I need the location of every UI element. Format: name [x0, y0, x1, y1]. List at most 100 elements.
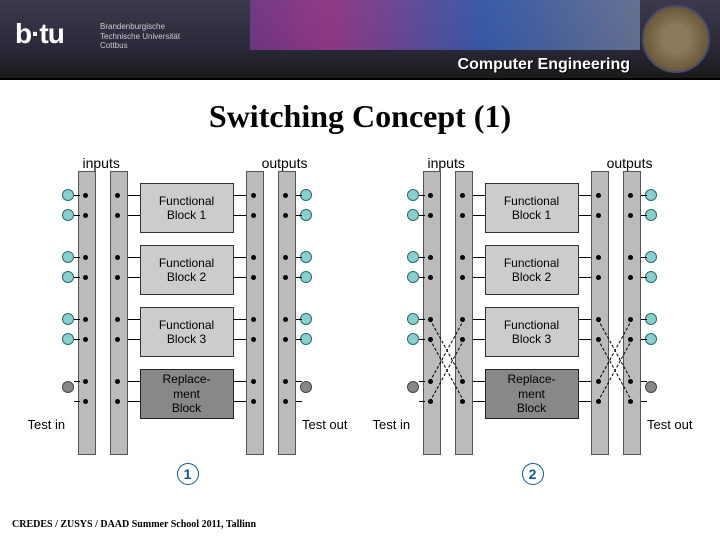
diagram-2: inputs outputs Test in Test out Function…: [373, 155, 693, 485]
label-test-out: Test out: [302, 417, 348, 432]
block-fn1: Functional Block 1: [485, 183, 579, 233]
wire: [74, 195, 80, 196]
logo: b·tu: [15, 18, 64, 50]
input-dot: [62, 271, 74, 283]
diagram-badge-1: 1: [177, 463, 199, 485]
wire: [473, 257, 485, 258]
wire: [74, 381, 80, 382]
block-fn2: Functional Block 2: [485, 245, 579, 295]
wire: [296, 257, 302, 258]
wire: [234, 277, 246, 278]
bus-conn-dot: [428, 193, 433, 198]
bus-conn-dot: [251, 317, 256, 322]
wire: [473, 381, 485, 382]
wire: [641, 339, 647, 340]
bus-conn-dot: [115, 275, 120, 280]
input-dot: [407, 313, 419, 325]
bus-conn-dot: [460, 255, 465, 260]
bus-conn-dot: [283, 337, 288, 342]
wire: [74, 319, 80, 320]
wire: [419, 319, 425, 320]
wire: [128, 401, 140, 402]
input-dot: [62, 251, 74, 263]
wire: [579, 339, 591, 340]
wire: [419, 257, 425, 258]
input-dot: [62, 189, 74, 201]
wire: [234, 319, 246, 320]
bus-conn-dot: [83, 275, 88, 280]
wire: [473, 339, 485, 340]
bus-conn-dot: [83, 213, 88, 218]
block-fn1: Functional Block 1: [140, 183, 234, 233]
wire: [579, 215, 591, 216]
bus-conn-dot: [251, 213, 256, 218]
label-test-in: Test in: [373, 417, 411, 432]
wire: [128, 339, 140, 340]
input-dot: [62, 313, 74, 325]
bus-conn-dot: [628, 213, 633, 218]
wire: [641, 401, 647, 402]
bus-conn-dot: [115, 337, 120, 342]
wire: [296, 401, 302, 402]
wire: [473, 319, 485, 320]
bus-conn-dot: [251, 275, 256, 280]
wire: [296, 277, 302, 278]
wire: [296, 195, 302, 196]
logo-subtitle: Brandenburgische Technische Universität …: [100, 22, 180, 51]
wire: [419, 381, 425, 382]
wire: [296, 381, 302, 382]
wire: [641, 257, 647, 258]
wire: [234, 401, 246, 402]
bus-conn-dot: [628, 275, 633, 280]
wire: [128, 257, 140, 258]
bus-conn-dot: [283, 379, 288, 384]
bus-conn-dot: [83, 317, 88, 322]
bus-conn-dot: [115, 255, 120, 260]
wire: [74, 257, 80, 258]
label-inputs: inputs: [428, 155, 465, 171]
input-dot: [62, 209, 74, 221]
bus-conn-dot: [115, 193, 120, 198]
bus-conn-dot: [283, 255, 288, 260]
bus-conn-dot: [251, 255, 256, 260]
bus-conn-dot: [83, 193, 88, 198]
wire: [419, 215, 425, 216]
bus-conn-dot: [628, 255, 633, 260]
header-seal: [642, 5, 710, 73]
wire: [74, 339, 80, 340]
label-outputs: outputs: [262, 155, 308, 171]
header-title: Computer Engineering: [458, 56, 630, 74]
wire: [234, 215, 246, 216]
block-fn3: Functional Block 3: [485, 307, 579, 357]
test-in-dot: [407, 381, 419, 393]
wire: [128, 319, 140, 320]
block-replacement: Replace- ment Block: [485, 369, 579, 419]
bus-conn-dot: [83, 337, 88, 342]
wire: [234, 195, 246, 196]
bus-conn-dot: [251, 379, 256, 384]
bus-conn-dot: [428, 255, 433, 260]
wire: [579, 277, 591, 278]
wire: [128, 381, 140, 382]
bus-conn-dot: [115, 379, 120, 384]
bus-conn-dot: [83, 399, 88, 404]
wire: [641, 381, 647, 382]
bus-conn-dot: [596, 213, 601, 218]
input-dot: [407, 209, 419, 221]
block-fn3: Functional Block 3: [140, 307, 234, 357]
bus-conn-dot: [596, 255, 601, 260]
wire: [234, 381, 246, 382]
wire: [473, 277, 485, 278]
wire: [419, 401, 425, 402]
wire: [473, 195, 485, 196]
label-test-out: Test out: [647, 417, 693, 432]
wire: [473, 401, 485, 402]
bus-conn-dot: [83, 255, 88, 260]
bus-conn-dot: [283, 399, 288, 404]
wire: [579, 195, 591, 196]
bus-conn-dot: [115, 399, 120, 404]
wire: [419, 277, 425, 278]
label-outputs: outputs: [607, 155, 653, 171]
wire: [234, 339, 246, 340]
header-gradient: [250, 0, 640, 50]
